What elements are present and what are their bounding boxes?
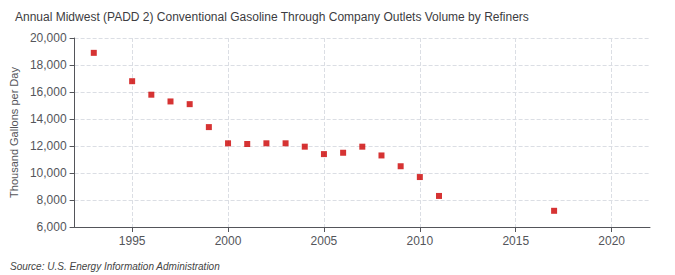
svg-text:2000: 2000	[215, 234, 242, 248]
svg-text:Source: U.S. Energy Informatio: Source: U.S. Energy Information Administ…	[10, 261, 220, 272]
svg-text:2010: 2010	[406, 234, 433, 248]
svg-text:2020: 2020	[598, 234, 625, 248]
svg-text:Thousand Gallons per Day: Thousand Gallons per Day	[8, 67, 20, 198]
svg-text:14,000: 14,000	[30, 112, 67, 126]
svg-text:8,000: 8,000	[37, 193, 67, 207]
svg-text:1995: 1995	[119, 234, 146, 248]
svg-text:10,000: 10,000	[30, 166, 67, 180]
svg-text:Annual Midwest (PADD 2) Conven: Annual Midwest (PADD 2) Conventional Gas…	[15, 10, 529, 24]
svg-text:2015: 2015	[502, 234, 529, 248]
svg-text:2005: 2005	[311, 234, 338, 248]
svg-text:18,000: 18,000	[30, 58, 67, 72]
svg-text:6,000: 6,000	[37, 220, 67, 234]
svg-text:12,000: 12,000	[30, 139, 67, 153]
svg-text:16,000: 16,000	[30, 85, 67, 99]
svg-text:20,000: 20,000	[30, 31, 67, 45]
